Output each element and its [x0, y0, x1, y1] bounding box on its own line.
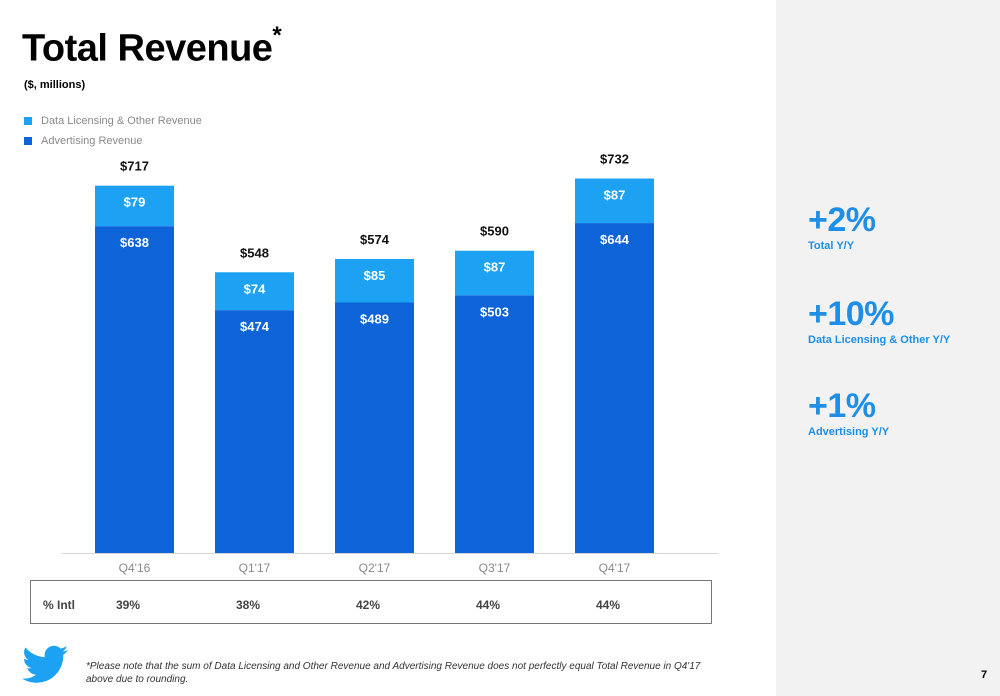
bar-data-licensing: [215, 272, 294, 311]
intl-value: 44%: [475, 598, 501, 612]
kpi-data-licensing-label: Data Licensing & Other Y/Y: [808, 334, 951, 346]
x-tick-label: Q1'17: [239, 561, 271, 575]
intl-value: 44%: [595, 598, 621, 612]
footnote: *Please note that the sum of Data Licens…: [86, 661, 701, 685]
kpi-advertising-label: Advertising Y/Y: [808, 426, 890, 438]
bar-total-label: $590: [480, 224, 509, 239]
kpi-data-licensing: +10% Data Licensing & Other Y/Y: [808, 296, 950, 346]
x-tick-label: Q2'17: [359, 561, 391, 575]
bar-label-advertising: $644: [600, 232, 630, 247]
bar-data-licensing: [335, 258, 414, 303]
x-tick-label: Q4'17: [599, 561, 631, 575]
bar-label-data-licensing: $74: [244, 281, 266, 296]
bar-label-advertising: $474: [240, 319, 270, 334]
bar-data-licensing: [455, 250, 534, 296]
units-subtitle: ($, millions): [24, 79, 86, 91]
bar-label-advertising: $489: [360, 311, 389, 326]
bar-advertising: [335, 302, 414, 553]
legend-label: Data Licensing & Other Revenue: [41, 115, 202, 127]
kpi-panel: [776, 0, 1000, 696]
kpi-total-label: Total Y/Y: [808, 240, 855, 252]
bar-label-data-licensing: $87: [604, 188, 626, 203]
intl-value: 39%: [115, 598, 141, 612]
page-title: Total Revenue*: [22, 22, 282, 70]
chart-legend: Data Licensing & Other Revenue Advertisi…: [24, 111, 202, 151]
bar-label-data-licensing: $79: [124, 195, 146, 210]
bar-label-advertising: $503: [480, 304, 509, 319]
bar-total-label: $717: [120, 159, 149, 174]
x-tick-label: Q4'16: [119, 561, 151, 575]
kpi-total-value: +2%: [808, 201, 876, 239]
intl-label: % Intl: [43, 598, 75, 612]
bar-advertising: [215, 310, 294, 553]
intl-value: 38%: [235, 598, 261, 612]
intl-value: 42%: [355, 598, 381, 612]
bar-label-data-licensing: $85: [364, 268, 386, 283]
legend-item-advertising: Advertising Revenue: [24, 131, 202, 151]
bar-total-label: $548: [240, 245, 269, 260]
x-tick-label: Q3'17: [479, 561, 511, 575]
bar-label-advertising: $638: [120, 235, 149, 250]
legend-swatch-data-licensing: [24, 117, 32, 125]
twitter-bird-icon: [22, 645, 69, 683]
legend-item-data-licensing: Data Licensing & Other Revenue: [24, 111, 202, 131]
bar-advertising: [95, 226, 174, 553]
bar-data-licensing: [95, 185, 174, 227]
title-footnote-mark: *: [272, 22, 282, 49]
bar-advertising: [575, 223, 654, 553]
intl-percentage-row: % Intl 39% 38% 42% 44% 44%: [30, 580, 712, 624]
bar-label-data-licensing: $87: [484, 260, 506, 275]
bar-advertising: [455, 295, 534, 553]
bar-total-label: $574: [360, 232, 390, 247]
legend-label: Advertising Revenue: [41, 135, 143, 147]
kpi-data-licensing-value: +10%: [808, 295, 894, 333]
kpi-advertising: +1% Advertising Y/Y: [808, 388, 889, 438]
kpi-advertising-value: +1%: [808, 387, 876, 425]
bar-total-label: $732: [600, 152, 629, 167]
page-number: 7: [981, 669, 988, 681]
revenue-bar-chart: $638 $79 $717 Q4'16 $474 $74 $548 Q1'17 $489 $85 $…: [62, 152, 718, 575]
kpi-total: +2% Total Y/Y: [808, 202, 876, 252]
legend-swatch-advertising: [24, 137, 32, 145]
bar-data-licensing: [575, 178, 654, 224]
